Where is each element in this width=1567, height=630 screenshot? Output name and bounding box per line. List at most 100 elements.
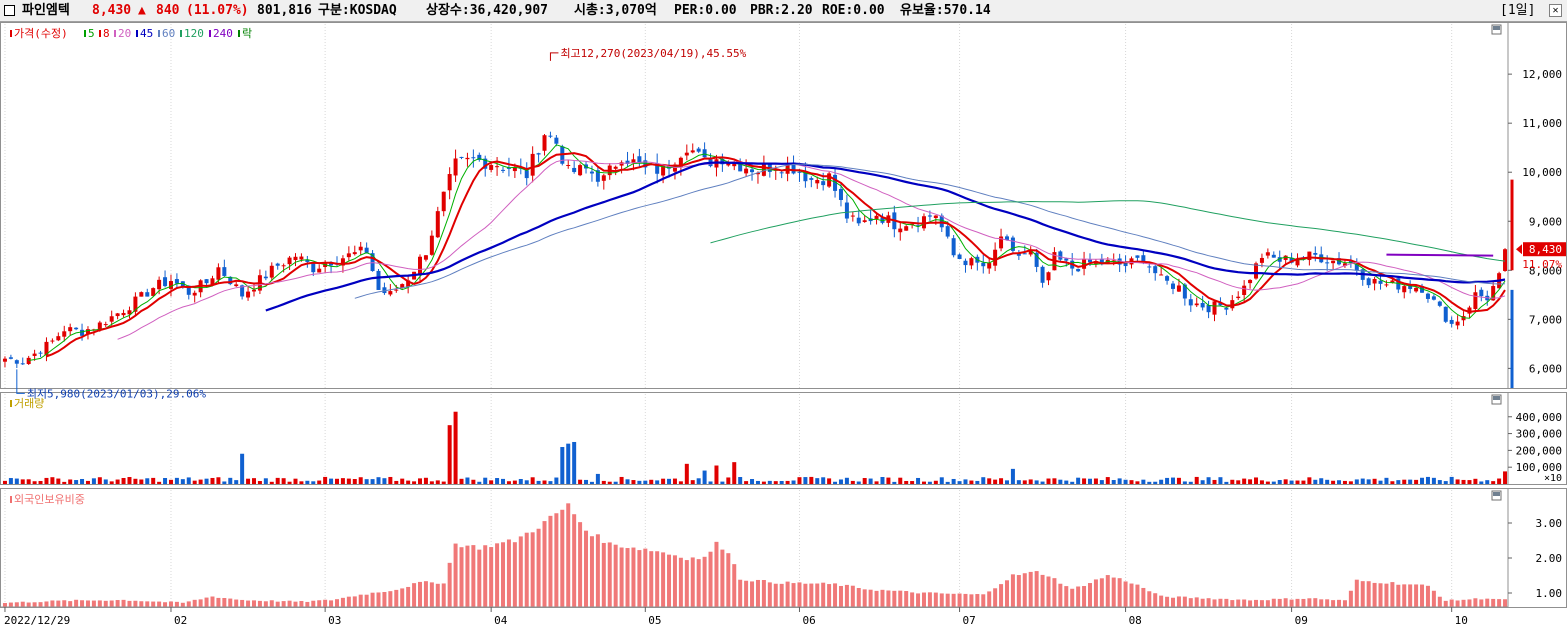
candle-body [1016,252,1021,256]
volume-bar [1188,481,1193,484]
volume-bar [305,480,310,484]
volume-bar [1236,480,1241,484]
ownership-bar [91,600,96,607]
ownership-bar [1402,584,1407,607]
ownership-bar [44,601,49,607]
candle-body [317,268,322,273]
volume-bar [121,477,126,484]
candle-body [1467,307,1472,314]
candle-body [400,284,405,288]
ownership-bar [732,564,737,607]
ownership-bar [1360,581,1365,607]
ownership-bar [945,593,950,607]
volume-bar [898,477,903,484]
ownership-bar [1022,573,1027,607]
ownership-bar [447,562,452,607]
volume-bar [874,481,879,484]
volume-bar [589,481,594,484]
volume-bar [2,480,7,484]
volume-bar [287,481,292,484]
volume-bar [1064,480,1069,484]
ownership-bar [518,536,523,607]
legend-swatch [99,30,101,37]
candle-body [1402,286,1407,293]
ownership-bar [1425,585,1430,607]
candle-body [423,255,428,260]
ownership-bar [744,580,749,607]
ownership-bar [1218,598,1223,607]
candle-body [1265,252,1270,256]
price-change-pct: (11.07%) [186,3,249,18]
volume-bar [1159,479,1164,484]
volume-bar [844,477,849,484]
candle-body [625,160,630,164]
ownership-bar [868,589,873,607]
volume-bar [643,480,648,484]
volume-bar [578,479,583,484]
volume-bar [1182,481,1187,484]
volume-bar [797,477,802,484]
candle-body [1171,283,1176,289]
volume-bar [785,480,790,484]
volume-bar [672,478,677,484]
candle-body [1046,272,1051,281]
candle-body [916,225,921,227]
candle-body [346,253,351,258]
y-tick-label: 200,000 [1516,444,1562,457]
ownership-bar [720,549,725,607]
ownership-bar [1153,593,1158,607]
volume-bar [1135,481,1140,484]
period-selector[interactable]: [1일] [1500,3,1536,18]
volume-bar [56,478,61,484]
legend-label: 락 [242,27,252,40]
ownership-bar [311,600,316,607]
candle-body [750,169,755,173]
volume-bar [1141,479,1146,484]
candle-body [1218,302,1223,306]
volume-bar [275,477,280,484]
candle-body [1408,285,1413,289]
volume-bar [1194,476,1199,484]
volume-bar [216,477,221,484]
ownership-bar [1437,596,1442,607]
candle-body [898,228,903,233]
volume-bar [1425,476,1430,484]
ownership-bar [1165,596,1170,607]
volume-bar [269,481,274,484]
ownership-bar [584,530,589,607]
volume-bar [441,481,446,484]
ownership-bar [1431,590,1436,607]
ownership-bar [1099,578,1104,607]
candle-body [1099,258,1104,265]
chart-grid [0,22,1567,608]
ownership-bar [26,602,31,607]
volume-bar [447,425,452,484]
volume-bar [1052,478,1057,484]
ownership-bar [1105,575,1110,607]
candle-body [589,171,594,174]
candle-body [542,135,547,151]
ownership-bar [340,597,345,607]
volume-unit-label: ×10 [1544,473,1562,484]
ownership-bar [459,547,464,607]
candle-body [281,265,286,267]
volume-bar [1111,480,1116,484]
volume-bar [524,480,529,484]
candle-body [809,178,814,180]
select-checkbox[interactable] [4,5,15,16]
volume-bar [1402,479,1407,484]
candle-body [477,154,482,160]
candle-body [1058,251,1063,260]
volume-bar [1331,480,1336,484]
volume-bar [625,479,630,484]
ownership-bar [1123,581,1128,607]
close-icon[interactable]: ✕ [1549,4,1562,17]
volume-bar [1461,479,1466,484]
volume-bar [560,447,565,484]
ownership-bar [246,600,251,607]
ownership-bar [293,601,298,607]
volume-bar [1467,480,1472,484]
candle-body [14,360,19,364]
volume-bar [85,480,90,484]
minimize-icon [1493,396,1500,400]
